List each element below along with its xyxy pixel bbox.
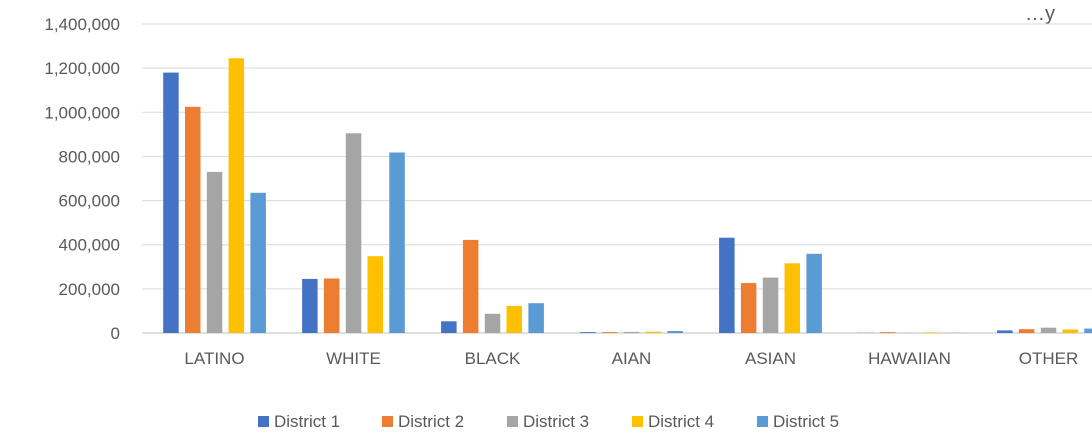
y-tick-label: 0 — [111, 324, 120, 343]
bar — [806, 253, 822, 333]
x-tick-label: ASIAN — [745, 349, 796, 368]
bar — [667, 331, 683, 333]
legend-label: District 3 — [523, 412, 589, 431]
bar — [441, 321, 457, 333]
bar — [740, 283, 757, 333]
bar — [506, 305, 522, 333]
x-tick-label: AIAN — [612, 349, 652, 368]
bar — [345, 133, 362, 333]
bar — [323, 278, 340, 333]
bar — [1018, 329, 1035, 333]
bar — [997, 330, 1013, 333]
bar — [1062, 329, 1078, 333]
bar — [462, 239, 479, 333]
bar — [719, 237, 735, 333]
bar — [185, 106, 201, 333]
x-tick-label: HAWAIIAN — [868, 349, 951, 368]
legend-swatch — [507, 416, 518, 427]
bar — [623, 331, 640, 333]
bar — [163, 72, 179, 333]
legend-swatch — [757, 416, 768, 427]
bar — [302, 278, 318, 333]
x-tick-label: BLACK — [465, 349, 521, 368]
x-tick-label: LATINO — [184, 349, 244, 368]
x-tick-label: OTHER — [1019, 349, 1079, 368]
bar — [1084, 328, 1092, 333]
gridlines — [142, 23, 1092, 334]
y-tick-label: 400,000 — [59, 236, 120, 255]
bar — [580, 332, 596, 333]
bar — [879, 332, 896, 333]
x-tick-label: WHITE — [326, 349, 381, 368]
legend-label: District 1 — [274, 412, 340, 431]
legend-label: District 2 — [398, 412, 464, 431]
bar — [645, 331, 661, 333]
y-axis: 0 200,000 400,000 600,000 800,000 1,000,000 1,… — [44, 15, 120, 343]
legend-swatch — [382, 416, 393, 427]
bar — [528, 303, 544, 333]
bars — [163, 58, 1092, 333]
bar — [784, 263, 800, 333]
y-tick-label: 1,200,000 — [44, 59, 120, 78]
legend: District 1 District 2 District 3 District 4… — [258, 412, 839, 431]
bar — [923, 332, 939, 333]
bar — [601, 332, 618, 333]
y-tick-label: 800,000 — [59, 147, 120, 166]
legend-swatch — [258, 416, 269, 427]
bar — [389, 152, 405, 333]
bar — [762, 277, 779, 333]
legend-label: District 5 — [773, 412, 839, 431]
y-tick-label: 200,000 — [59, 280, 120, 299]
bar — [367, 256, 383, 333]
legend-label: District 4 — [648, 412, 714, 431]
bar — [1040, 327, 1057, 333]
legend-swatch — [632, 416, 643, 427]
y-tick-label: 600,000 — [59, 192, 120, 211]
bar — [228, 58, 245, 333]
y-tick-label: 1,000,000 — [44, 103, 120, 122]
chart-title: …y — [1025, 3, 1055, 25]
bar — [206, 171, 223, 333]
x-axis: LATINOWHITEBLACKAIANASIANHAWAIIANOTHER2+… — [184, 349, 1079, 368]
bar — [250, 192, 266, 333]
y-tick-label: 1,400,000 — [44, 15, 120, 34]
bar — [484, 313, 501, 333]
